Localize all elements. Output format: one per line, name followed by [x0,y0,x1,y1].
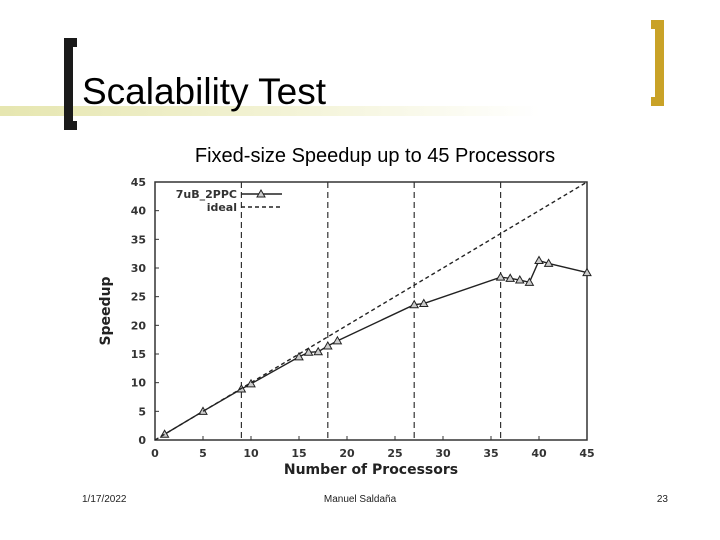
legend-label: 7uB_2PPC [176,188,237,201]
x-tick-label: 45 [579,447,594,460]
y-tick-label: 35 [131,233,146,246]
x-tick-label: 20 [339,447,355,460]
data-point-triangle [322,340,333,350]
x-tick-label: 40 [531,447,547,460]
y-tick-label: 10 [131,377,147,390]
y-tick-label: 40 [131,205,147,218]
footer-author: Manuel Saldaña [323,494,397,505]
x-tick-label: 10 [243,447,259,460]
x-tick-label: 35 [483,447,498,460]
y-axis-label: Speedup [98,276,114,345]
y-tick-label: 5 [138,405,146,418]
data-point-triangle [409,299,420,309]
footer-date: 1/17/2022 [82,494,127,505]
x-tick-label: 25 [387,447,402,460]
data-point-triangle [294,351,304,361]
data-point-triangle [514,275,525,284]
page-number: 23 [656,494,668,505]
data-point-triangle [246,378,256,388]
y-tick-label: 0 [138,434,146,447]
legend-label: ideal [207,201,237,214]
data-point-triangle [332,335,343,345]
x-tick-label: 15 [291,447,306,460]
x-tick-label: 5 [199,447,207,460]
data-point-triangle [313,346,324,356]
title-bracket-left [64,38,77,130]
y-tick-label: 30 [131,262,147,275]
data-point-triangle [524,277,535,286]
data-point-triangle [495,272,506,281]
y-tick-label: 20 [131,319,147,332]
x-tick-label: 30 [435,447,451,460]
data-point-triangle [505,273,516,282]
y-tick-label: 25 [131,291,146,304]
slide-title: Scalability Test [82,71,327,112]
data-point-triangle [534,255,544,265]
y-tick-label: 45 [131,176,146,189]
data-point-triangle [418,298,429,308]
chart-caption: Fixed-size Speedup up to 45 Processors [194,145,556,167]
title-underline-band [0,106,720,116]
x-axis-label: Number of Processors [284,462,458,478]
x-tick-label: 0 [151,447,159,460]
data-point-triangle [543,258,554,267]
speedup-chart: 0 5 10 15 20 25 30 35 40 45 0 5 10 15 20 25 30 35 40 45 7uB… [98,176,595,478]
data-point-triangle [582,267,592,277]
data-point-triangle [303,347,314,356]
corner-bracket-right [651,20,664,106]
legend-marker-triangle [256,188,266,198]
y-tick-label: 15 [131,348,146,361]
